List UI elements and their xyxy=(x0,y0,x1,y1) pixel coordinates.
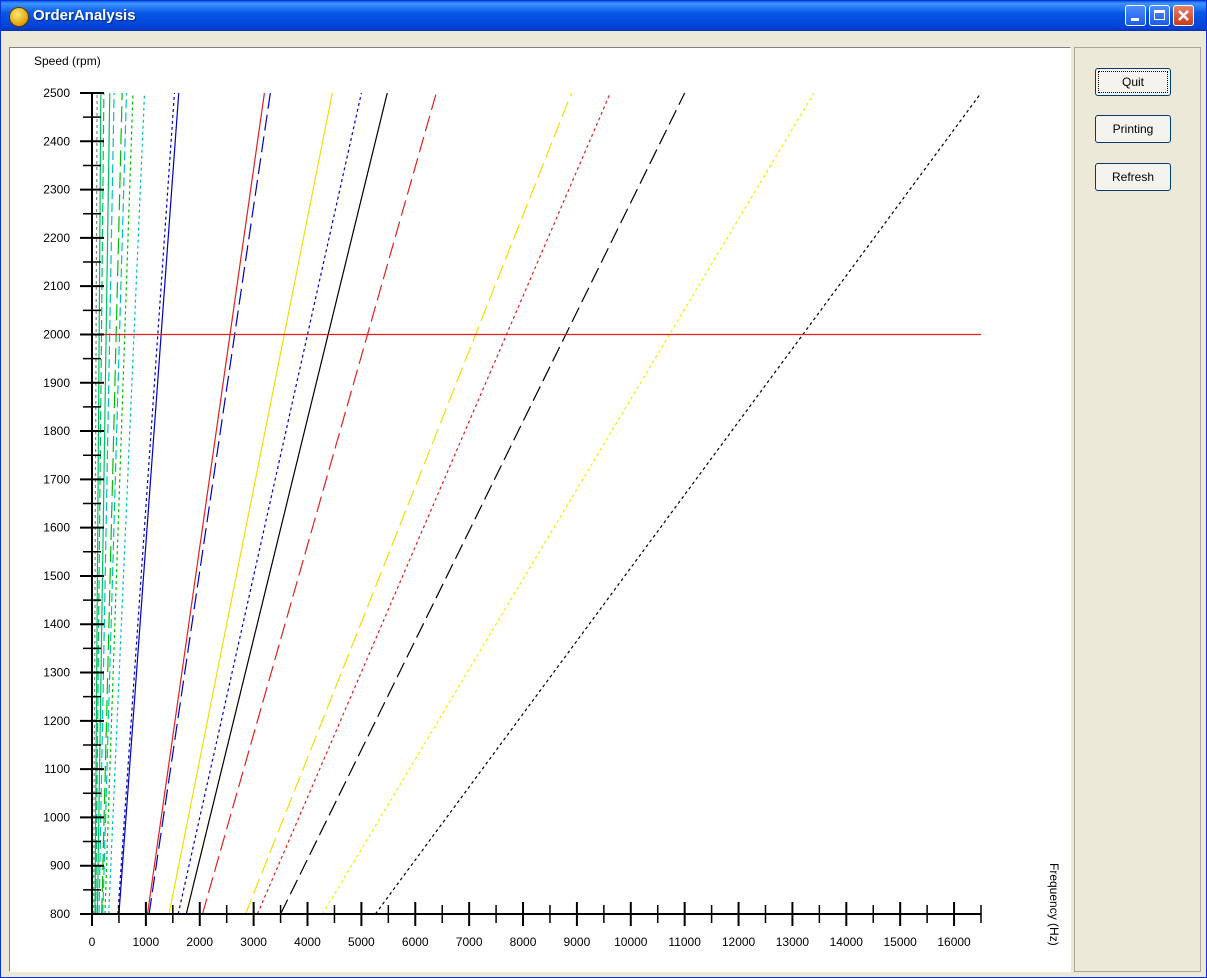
x-tick-label-11000: 11000 xyxy=(668,935,701,949)
y-tick-label-2500: 2500 xyxy=(43,86,70,100)
chart-panel: 800 900 1000 1100 1200 1300 1400 1500 1600 1700 18… xyxy=(9,47,1071,972)
y-tick-label-1500: 1500 xyxy=(43,569,70,583)
x-tick-label-13000: 13000 xyxy=(776,935,810,949)
close-icon xyxy=(1178,10,1189,21)
series-line-9 xyxy=(108,92,146,915)
x-tick-label-0: 0 xyxy=(89,935,96,949)
y-tick-label-2100: 2100 xyxy=(43,279,70,293)
x-tick-label-9000: 9000 xyxy=(564,935,591,949)
series-line-20 xyxy=(280,92,686,915)
series-line-21 xyxy=(322,92,815,915)
y-tick-label-2200: 2200 xyxy=(43,231,70,245)
y-tick-label-2400: 2400 xyxy=(43,134,70,148)
y-tick-label-800: 800 xyxy=(50,907,70,921)
y-tick-label-1400: 1400 xyxy=(43,617,70,631)
x-tick-label-8000: 8000 xyxy=(510,935,537,949)
series-line-17 xyxy=(201,92,437,915)
minimize-button[interactable] xyxy=(1125,5,1146,26)
y-tick-label-1800: 1800 xyxy=(43,424,70,438)
series-line-12 xyxy=(146,92,266,915)
x-tick-label-7000: 7000 xyxy=(456,935,483,949)
x-tick-label-16000: 16000 xyxy=(937,935,971,949)
series-line-6 xyxy=(101,92,123,915)
y-tick-label-1300: 1300 xyxy=(43,666,70,680)
series-line-4 xyxy=(96,92,111,915)
x-tick-label-14000: 14000 xyxy=(830,935,864,949)
series-line-8 xyxy=(104,92,134,915)
series-line-5 xyxy=(98,92,115,915)
window-title: OrderAnalysis xyxy=(33,7,136,24)
close-button[interactable] xyxy=(1173,5,1194,26)
y-tick-label-1700: 1700 xyxy=(43,472,70,486)
app-icon xyxy=(9,7,29,27)
series-line-11 xyxy=(118,92,180,915)
series-line-22 xyxy=(374,92,982,915)
x-tick-label-3000: 3000 xyxy=(240,935,267,949)
series-line-16 xyxy=(185,92,388,915)
x-tick-label-1000: 1000 xyxy=(133,935,160,949)
series-line-14 xyxy=(168,92,333,915)
x-tick-label-4000: 4000 xyxy=(294,935,321,949)
series-line-7 xyxy=(102,92,128,915)
x-tick-label-2000: 2000 xyxy=(186,935,213,949)
x-tick-label-6000: 6000 xyxy=(402,935,429,949)
y-tick-label-1600: 1600 xyxy=(43,521,70,535)
y-axis-label: Speed (rpm) xyxy=(34,54,101,68)
x-tick-label-10000: 10000 xyxy=(614,935,648,949)
printing-button[interactable]: Printing xyxy=(1095,115,1171,143)
x-axis-label: Frequency (Hz) xyxy=(1047,863,1061,946)
y-tick-label-2000: 2000 xyxy=(43,327,70,341)
y-tick-label-1100: 1100 xyxy=(44,762,70,776)
y-tick-label-1900: 1900 xyxy=(43,376,70,390)
series-line-15 xyxy=(177,92,362,915)
y-tick-label-2300: 2300 xyxy=(43,183,70,197)
x-tick-label-5000: 5000 xyxy=(348,935,375,949)
y-tick-label-1000: 1000 xyxy=(43,810,70,824)
series-line-19 xyxy=(256,92,611,915)
y-tick-label-1200: 1200 xyxy=(43,714,70,728)
button-panel: Quit Printing Refresh xyxy=(1074,47,1201,972)
y-tick-label-900: 900 xyxy=(50,859,70,873)
maximize-button[interactable] xyxy=(1149,5,1170,26)
series-line-13 xyxy=(148,92,271,915)
title-bar[interactable]: OrderAnalysis xyxy=(1,1,1206,31)
series-line-10 xyxy=(117,92,176,915)
quit-button[interactable]: Quit xyxy=(1095,68,1171,96)
refresh-button[interactable]: Refresh xyxy=(1095,163,1171,191)
x-tick-label-15000: 15000 xyxy=(883,935,917,949)
x-tick-label-12000: 12000 xyxy=(722,935,756,949)
order-analysis-chart: 800 900 1000 1100 1200 1300 1400 1500 1600 1700 18… xyxy=(34,54,1061,949)
series-line-18 xyxy=(244,92,573,915)
